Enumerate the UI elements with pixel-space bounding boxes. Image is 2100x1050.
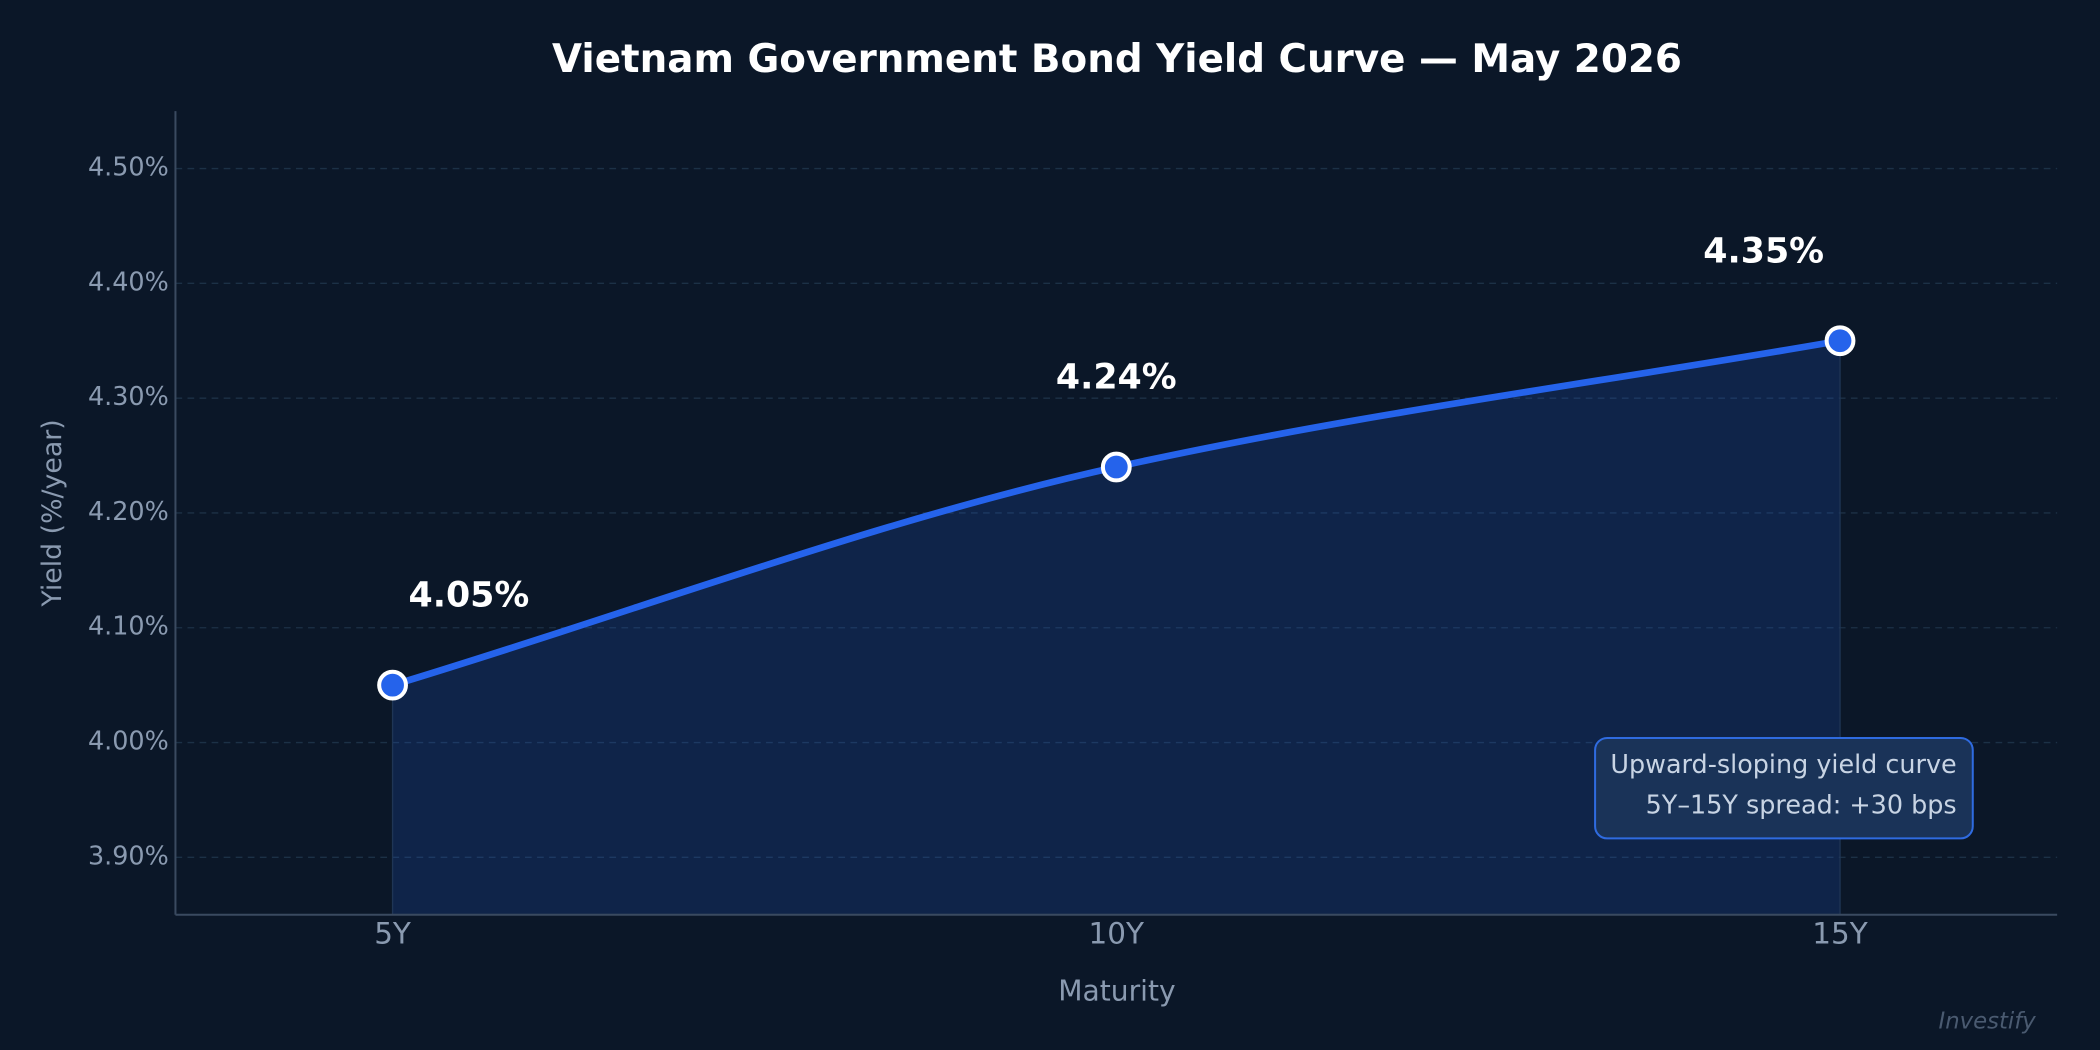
y-tick-label: 4.40% [88,266,169,296]
watermark: Investify [1939,1008,2037,1034]
y-tick-label: 4.20% [88,496,169,526]
point [1100,451,1132,483]
plot: 4.05% 4.24% 4.35% [377,231,1856,916]
annotation-text: 5Y–15Y spread: +30 bps [1646,789,1957,819]
chart-title: Vietnam Government Bond Yield Curve — Ma… [552,37,1682,82]
y-tick-label: 4.50% [88,152,169,182]
x-tick-label: 10Y [1089,916,1145,950]
value-label: 4.35% [1703,231,1824,271]
value-label: 4.05% [409,576,530,616]
y-tick-label: 4.00% [88,726,169,756]
annotation-box [1594,736,1974,840]
x-tick-label: 15Y [1812,916,1868,950]
annotation: Upward-sloping yield curve 5Y–15Y spread… [1594,736,1974,840]
value-label: 4.24% [1056,358,1177,398]
y-tick-label: 3.90% [88,840,169,870]
y-axis-label: Yield (%/year) [37,419,68,607]
y-tick-label: 4.30% [88,381,169,411]
x-axis-label: Maturity [1058,974,1175,1007]
grid: 3.90% 4.00% 4.10% 4.20% 4.30% 4.40% 4.50% 5Y 10Y… [88,152,2058,950]
point [377,669,408,701]
x-tick-label: 5Y [374,916,412,950]
point [1824,325,1856,357]
y-tick-label: 4.10% [88,611,169,641]
annotation-text: Upward-sloping yield curve [1610,749,1956,779]
